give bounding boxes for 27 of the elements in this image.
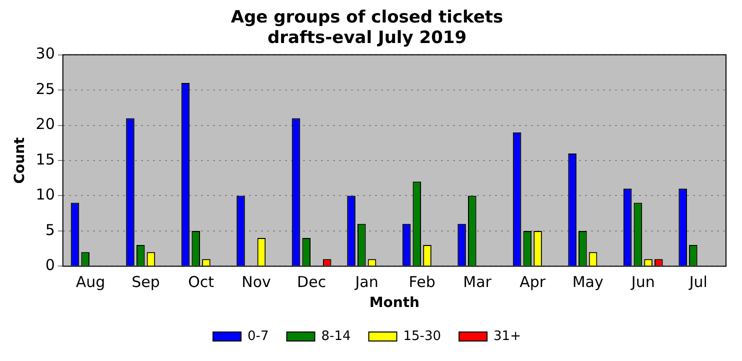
x-tick-label: Dec: [297, 273, 326, 292]
y-axis-title: Count: [12, 136, 28, 184]
x-tick-label: Jun: [630, 273, 655, 292]
x-tick-label: Apr: [520, 273, 546, 292]
legend-label: 8-14: [321, 328, 351, 344]
x-tick-label: Oct: [188, 273, 214, 292]
x-tick-label: Feb: [408, 273, 436, 292]
x-axis-title: Month: [369, 295, 420, 312]
y-tick-label: 25: [36, 80, 55, 98]
y-tick-label: 30: [36, 44, 55, 63]
y-tick-label: 5: [45, 220, 55, 239]
chart-title: Age groups of closed tickets: [230, 8, 504, 28]
y-tick-label: 15: [36, 150, 55, 168]
x-tick-label: Mar: [463, 273, 492, 292]
y-tick-label: 0: [45, 256, 55, 274]
legend-label: 31+: [494, 328, 521, 344]
x-tick-label: Jul: [688, 273, 708, 292]
x-tick-label: Sep: [132, 273, 160, 292]
y-tick-label: 20: [36, 115, 55, 134]
y-tick-label: 10: [36, 186, 55, 204]
x-tick-label: Aug: [76, 273, 106, 292]
legend-label: 0-7: [248, 328, 269, 344]
chart-subtitle: drafts-eval July 2019: [267, 28, 467, 48]
legend-label: 15-30: [403, 328, 442, 344]
x-tick-label: May: [572, 273, 604, 292]
x-tick-label: Nov: [242, 273, 272, 292]
x-tick-label: Jan: [354, 273, 378, 292]
